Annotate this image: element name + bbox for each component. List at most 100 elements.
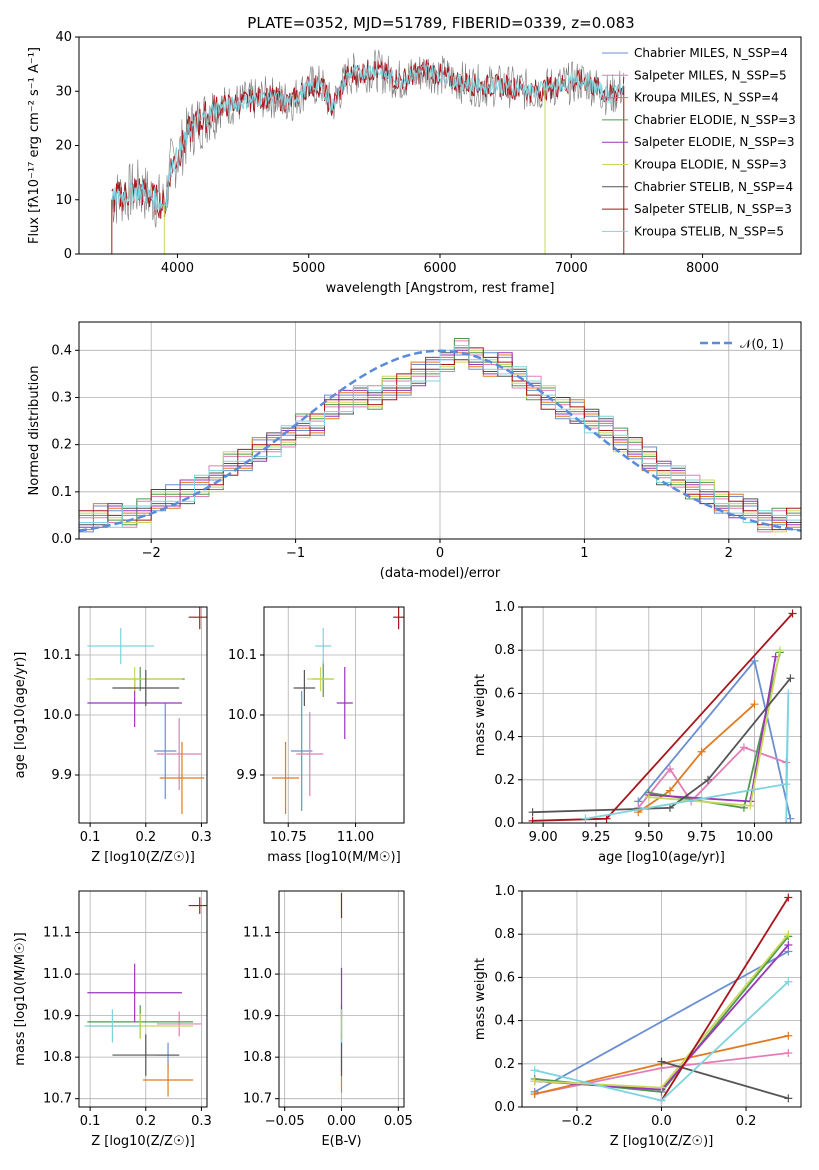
y-tick-label: 9.9: [236, 768, 257, 783]
panel-1: −2 −1 0 1 2 0.0 0.1 0.2 0.3 0.4 (data-model)/error…: [27, 321, 802, 581]
legend-label: Chabrier ELODIE, N_SSP=3: [634, 113, 796, 127]
x-tick-label: 7000: [555, 261, 588, 276]
series-line: [661, 1060, 789, 1100]
series-marker: [746, 801, 755, 810]
x-tick-label: 9.00: [529, 830, 558, 845]
series-marker: [530, 1090, 539, 1099]
y-tick-label: 20: [55, 139, 72, 154]
series-marker: [786, 814, 795, 823]
series-marker: [697, 747, 706, 756]
errorbar-chabrier-stelib: [293, 670, 316, 706]
errorbar-salpeter-elodie: [336, 667, 353, 739]
errorbar-salpeter-stelib: [188, 607, 207, 630]
series-marker: [530, 1077, 539, 1086]
y-tick-label: 0.4: [494, 1014, 515, 1029]
y-axis-label: age [log10(age/yr)]: [13, 652, 28, 779]
series-marker: [530, 1066, 539, 1075]
x-tick-label: −1: [286, 546, 305, 561]
series-marker: [784, 1094, 793, 1103]
x-tick-label: 8000: [686, 261, 719, 276]
series-marker: [528, 808, 537, 817]
x-tick-label: 11.00: [337, 830, 374, 845]
series-marker: [788, 609, 797, 618]
series-marker: [665, 786, 674, 795]
x-tick-label: 0.2: [736, 1114, 757, 1129]
series-line: [532, 677, 792, 814]
panel-0: 4000 5000 6000 7000 8000 0 10 20 30 40 wavelength …: [27, 30, 802, 296]
legend-label: Salpeter STELIB, N_SSP=3: [634, 202, 792, 216]
series-marker: [602, 814, 611, 823]
x-tick-label: 9.75: [687, 830, 716, 845]
x-tick-label: 0.0: [651, 1114, 672, 1129]
errorbar-salpeter-miles: [156, 1011, 202, 1037]
series-marker: [775, 646, 784, 655]
panel-7: −0.2 0.0 0.2 0.0 0.2 0.4 0.6 0.8 1.0 Z [log10(Z/Z…: [473, 884, 802, 1149]
errorbar-chabrier-miles: [290, 691, 313, 811]
series-marker: [739, 743, 748, 752]
errorbar-chabrier-stelib: [112, 670, 180, 706]
x-axis-label: Z [log10(Z/Z☉)]: [610, 1134, 714, 1149]
x-tick-label: 0.3: [191, 830, 212, 845]
errorbar-salpeter-miles: [296, 712, 324, 796]
x-tick-label: 0.3: [191, 1114, 212, 1129]
y-tick-label: 10.9: [43, 1009, 72, 1024]
y-tick-label: 40: [55, 30, 72, 45]
series-marker: [750, 700, 759, 709]
panel-3: 10.75 11.00 9.9 10.0 10.1 mass [log10(M/M☉)]: [228, 606, 405, 865]
plot-area: [272, 607, 404, 814]
series-marker: [665, 765, 674, 773]
plot-area: [111, 49, 625, 254]
x-tick-label: 10.00: [736, 830, 773, 845]
x-axis-label: mass [log10(M/M☉)]: [267, 850, 400, 865]
legend-label: Salpeter MILES, N_SSP=5: [634, 68, 787, 82]
y-tick-label: 0.8: [494, 643, 515, 658]
histogram-kroupa-stelib: [79, 345, 801, 528]
series-line: [648, 652, 781, 809]
y-axis-label: Normed distribution: [27, 366, 42, 496]
x-tick-label: −2: [142, 546, 161, 561]
series-kroupa-stelib: [530, 977, 793, 1105]
x-tick-label: 4000: [161, 261, 194, 276]
legend-label: 𝒩(0, 1): [740, 337, 784, 351]
panel-5: 0.1 0.2 0.3 10.7 10.8 10.9 11.0 11.1 Z [log10(Z/…: [13, 890, 212, 1149]
y-tick-label: 11.1: [43, 926, 72, 941]
legend-label: Chabrier MILES, N_SSP=4: [634, 46, 788, 60]
x-tick-label: 6000: [423, 261, 456, 276]
y-tick-label: 10.1: [228, 648, 257, 663]
errorbar-salpeter-stelib: [393, 607, 404, 630]
series-marker: [784, 689, 793, 698]
series-marker: [657, 1096, 666, 1105]
y-tick-label: 0.4: [51, 343, 72, 358]
y-tick-label: 11.1: [243, 926, 272, 941]
panel-6: −0.05 0.00 0.05 10.7 10.8 10.9 11.0 11.1 E(B-V): [243, 890, 413, 1149]
legend-label: Chabrier STELIB, N_SSP=4: [634, 180, 793, 194]
errorbar-chabrier-stelib: [112, 1034, 180, 1076]
x-tick-label: 0.2: [135, 830, 156, 845]
series-kroupa-miles: [634, 700, 759, 817]
series-kroupa-stelib: [581, 689, 793, 823]
plot-area: [528, 609, 797, 823]
y-tick-label: 0.0: [494, 816, 515, 831]
y-tick-label: 9.9: [51, 768, 72, 783]
series-salpeter-stelib: [657, 893, 793, 1105]
y-tick-label: 10.1: [43, 648, 72, 663]
y-tick-label: 0.0: [51, 532, 72, 547]
x-axis-label: Z [log10(Z/Z☉)]: [91, 1134, 195, 1149]
series-marker: [784, 930, 793, 939]
y-tick-label: 0.2: [494, 1057, 515, 1072]
axes-frame: [521, 606, 802, 824]
y-tick-label: 0.6: [494, 970, 515, 985]
x-axis-label: age [log10(age/yr)]: [598, 850, 725, 865]
x-tick-label: 1: [580, 546, 588, 561]
series-salpeter-elodie: [644, 652, 780, 806]
histogram-salpeter-miles: [79, 340, 801, 533]
x-axis-label: Z [log10(Z/Z☉)]: [91, 850, 195, 865]
series-marker: [784, 941, 793, 949]
y-tick-label: 10.7: [243, 1092, 272, 1107]
y-tick-label: 30: [55, 84, 72, 99]
y-tick-label: 0.3: [51, 390, 72, 405]
y-axis-label: mass weight: [473, 958, 488, 1040]
errorbar-salpeter-stelib: [188, 897, 207, 914]
errorbar-chabrier-miles: [154, 703, 177, 799]
